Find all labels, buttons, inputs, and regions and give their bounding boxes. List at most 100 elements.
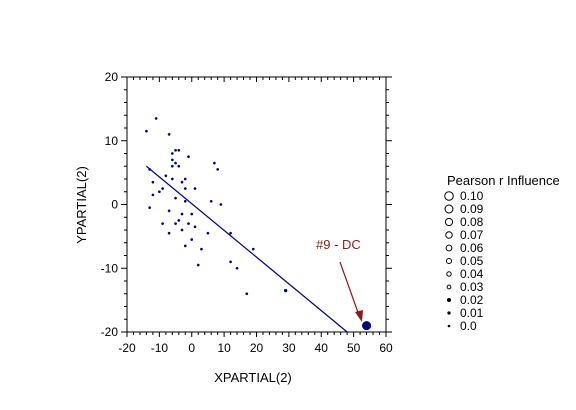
x-tick-label: 50: [347, 341, 361, 355]
x-tick-label: 10: [217, 341, 231, 355]
legend-entry: 0.09: [460, 202, 484, 216]
data-point: [170, 158, 174, 162]
data-point: [167, 132, 171, 136]
legend-entry: 0.03: [460, 280, 484, 294]
annotation-arrowhead: [355, 310, 363, 322]
data-point: [154, 117, 158, 120]
data-point: [167, 209, 171, 213]
data-point: [177, 164, 181, 168]
legend-entry: 0.06: [460, 241, 484, 255]
legend-title: Pearson r Influence: [447, 173, 560, 188]
data-point: [183, 244, 187, 248]
x-tick-label: 30: [282, 341, 296, 355]
legend-marker: [447, 324, 451, 328]
data-point: [177, 148, 181, 152]
data-point: [213, 161, 216, 165]
data-point: [190, 212, 194, 216]
legend-marker: [445, 231, 453, 239]
legend-marker: [445, 244, 453, 252]
regression-line: [146, 165, 348, 333]
data-point: [183, 199, 187, 203]
data-point: [245, 292, 249, 296]
data-point: [164, 174, 168, 178]
y-tick-label: 10: [105, 134, 119, 148]
data-point: [174, 196, 177, 200]
data-point: [170, 177, 174, 181]
data-point: [216, 168, 220, 171]
data-point: [193, 225, 197, 229]
plot-frame: [126, 76, 387, 333]
data-point: [161, 187, 165, 190]
x-axis-label: XPARTIAL(2): [214, 370, 292, 385]
data-point: [196, 263, 200, 267]
data-point: [229, 231, 233, 235]
legend-entry: 0.01: [460, 306, 484, 320]
annotation: #9 - DC: [316, 237, 363, 322]
x-tick-label: 20: [250, 341, 264, 355]
data-point: [206, 231, 210, 235]
data-point: [151, 193, 155, 197]
data-point: [235, 266, 239, 270]
data-point: [167, 231, 171, 235]
data-point: [180, 228, 184, 232]
data-point: [157, 190, 161, 194]
legend-entry: 0.02: [460, 293, 484, 307]
x-tick-label: -20: [118, 341, 136, 355]
legend-entry: 0.0: [460, 319, 477, 333]
legend: Pearson r Influence 0.100.090.080.070.06…: [444, 173, 560, 333]
data-points: [145, 117, 372, 331]
data-point: [183, 187, 187, 190]
y-tick-label: -10: [101, 261, 119, 275]
legend-marker: [446, 271, 452, 277]
y-tick-label: -20: [101, 325, 119, 339]
data-point: [200, 247, 203, 251]
annotation-label: #9 - DC: [316, 237, 361, 252]
legend-marker: [444, 191, 454, 201]
data-point: [187, 222, 190, 226]
x-tick-label: 60: [379, 341, 393, 355]
data-point: [190, 238, 194, 241]
legend-entry: 0.07: [460, 228, 484, 242]
legend-entry: 0.05: [460, 254, 484, 268]
data-point: [174, 222, 177, 226]
data-point: [183, 177, 187, 181]
legend-marker: [445, 257, 453, 265]
data-point: [193, 187, 197, 190]
data-point: [229, 260, 233, 264]
x-tick-label: -10: [151, 341, 169, 355]
data-point: [170, 152, 174, 155]
data-point: [283, 288, 288, 293]
data-point: [219, 203, 223, 206]
y-axis-label: YPARTIAL(2): [74, 166, 89, 244]
data-point: [177, 219, 181, 222]
legend-marker: [444, 204, 454, 214]
y-tick-label: 0: [111, 198, 118, 212]
data-point: [362, 321, 372, 331]
data-point: [170, 164, 174, 168]
legend-entry: 0.04: [460, 267, 484, 281]
y-axis-ticks: -20 -10 0 10 20: [101, 70, 392, 339]
data-point: [145, 129, 148, 133]
legend-marker: [447, 311, 451, 315]
data-point: [251, 247, 255, 251]
x-tick-label: 0: [188, 341, 195, 355]
plot-border: [126, 76, 387, 333]
data-point: [161, 222, 165, 226]
legend-marker: [444, 217, 454, 227]
x-axis-ticks: -20 -10 0 10 20 30 40 50 60: [118, 77, 393, 355]
data-point: [151, 180, 155, 184]
data-point: [187, 155, 190, 159]
legend-marker: [447, 298, 451, 302]
data-point: [148, 206, 152, 210]
y-tick-label: 20: [105, 70, 119, 84]
annotation-arrow: [339, 261, 361, 319]
legend-marker: [446, 284, 452, 290]
x-tick-label: 40: [315, 341, 329, 355]
data-point: [209, 199, 213, 203]
data-point: [180, 180, 184, 184]
data-point: [174, 161, 177, 165]
legend-entry: 0.10: [460, 189, 484, 203]
data-point: [180, 212, 184, 216]
legend-entry: 0.08: [460, 215, 484, 229]
